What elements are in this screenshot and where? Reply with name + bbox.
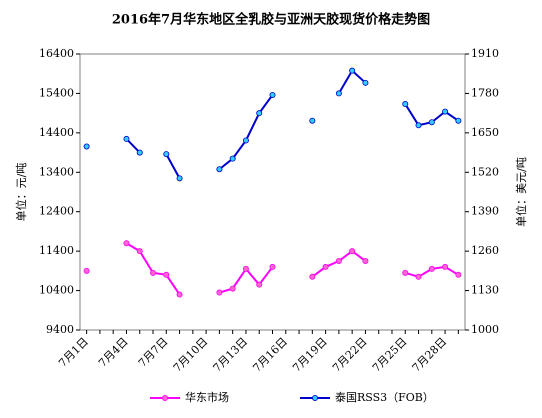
chart-title: 2016年7月华东地区全乳胶与亚洲天胶现货价格走势图 bbox=[112, 12, 430, 28]
y-tick-label: 16400 bbox=[39, 47, 74, 60]
data-point bbox=[229, 285, 236, 292]
data-point bbox=[229, 155, 236, 162]
data-point bbox=[269, 91, 276, 98]
data-point bbox=[428, 265, 435, 272]
data-point bbox=[415, 122, 422, 129]
data-point bbox=[455, 271, 462, 278]
data-point bbox=[123, 135, 130, 142]
data-point bbox=[216, 166, 223, 173]
data-point bbox=[362, 257, 369, 264]
y-axis-label: 单位：元/吨 bbox=[14, 163, 28, 222]
legend-label: 泰国RSS3（FOB） bbox=[335, 390, 434, 404]
data-point bbox=[349, 67, 356, 74]
data-point bbox=[123, 240, 130, 247]
x-tick-label: 7月22日 bbox=[330, 335, 370, 375]
data-point bbox=[163, 271, 170, 278]
data-point bbox=[442, 263, 449, 270]
y-tick-label: 12400 bbox=[39, 205, 74, 218]
x-tick-label: 7月1日 bbox=[56, 335, 91, 370]
data-point bbox=[362, 79, 369, 86]
data-point bbox=[242, 137, 249, 144]
series-line bbox=[125, 69, 459, 179]
data-point bbox=[150, 269, 157, 276]
y-tick-label: 13400 bbox=[39, 165, 74, 178]
y-tick-label: 14400 bbox=[39, 126, 74, 139]
data-point bbox=[442, 108, 449, 115]
y-tick-label: 9400 bbox=[46, 323, 74, 336]
data-point bbox=[428, 119, 435, 126]
y-tick-label: 11400 bbox=[39, 244, 74, 257]
data-point bbox=[335, 257, 342, 264]
legend-marker bbox=[161, 394, 168, 401]
data-point bbox=[176, 291, 183, 298]
data-point bbox=[322, 263, 329, 270]
x-tick-label: 7月7日 bbox=[136, 335, 171, 370]
series-line bbox=[125, 242, 459, 296]
legend-label: 华东市场 bbox=[185, 390, 229, 404]
data-point bbox=[402, 269, 409, 276]
data-point bbox=[216, 289, 223, 296]
data-point bbox=[83, 143, 90, 150]
data-point bbox=[455, 117, 462, 124]
data-point bbox=[136, 248, 143, 255]
data-point bbox=[402, 101, 409, 108]
data-point bbox=[349, 248, 356, 255]
y2-tick-label: 1650 bbox=[471, 126, 499, 139]
data-point bbox=[335, 90, 342, 97]
y2-tick-label: 1910 bbox=[471, 47, 499, 60]
x-tick-label: 7月4日 bbox=[96, 335, 131, 370]
data-point bbox=[83, 267, 90, 274]
data-point bbox=[256, 281, 263, 288]
data-point bbox=[269, 263, 276, 270]
data-point bbox=[176, 175, 183, 182]
y2-tick-label: 1130 bbox=[471, 284, 499, 297]
x-tick-label: 7月28日 bbox=[410, 335, 450, 375]
x-tick-label: 7月10日 bbox=[171, 335, 211, 375]
x-tick-label: 7月19日 bbox=[290, 335, 330, 375]
y-tick-label: 10400 bbox=[39, 284, 74, 297]
data-point bbox=[415, 273, 422, 280]
x-tick-label: 7月16日 bbox=[250, 335, 290, 375]
y2-tick-label: 1520 bbox=[471, 165, 499, 178]
data-point bbox=[242, 265, 249, 272]
x-tick-label: 7月13日 bbox=[211, 335, 251, 375]
x-tick-label: 7月25日 bbox=[370, 335, 410, 375]
y-tick-label: 15400 bbox=[39, 86, 74, 99]
data-point bbox=[256, 110, 263, 117]
y2-tick-label: 1000 bbox=[471, 323, 499, 336]
y2-tick-label: 1780 bbox=[471, 86, 499, 99]
legend-marker bbox=[311, 394, 318, 401]
y2-tick-label: 1260 bbox=[471, 244, 499, 257]
data-point bbox=[309, 273, 316, 280]
y2-tick-label: 1390 bbox=[471, 205, 499, 218]
y2-axis-label: 单位：美元/吨 bbox=[514, 157, 528, 227]
data-point bbox=[309, 117, 316, 124]
data-point bbox=[163, 151, 170, 158]
data-point bbox=[136, 149, 143, 156]
